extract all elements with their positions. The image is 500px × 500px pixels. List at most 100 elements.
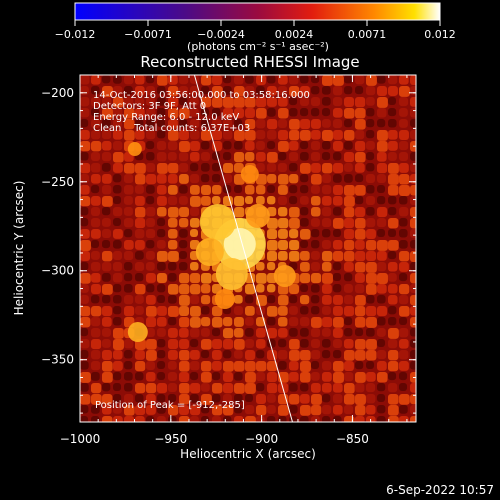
image-pixel [113, 328, 124, 339]
image-pixel [91, 394, 102, 405]
image-pixel [399, 75, 409, 85]
x-tick-label: −950 [154, 432, 187, 446]
image-pixel [311, 339, 321, 349]
image-pixel [179, 405, 189, 415]
image-pixel [223, 383, 234, 394]
image-pixel [366, 383, 376, 393]
image-pixel [344, 416, 355, 422]
image-pixel [168, 405, 179, 416]
image-pixel [278, 86, 288, 96]
image-pixel [91, 141, 102, 152]
image-pixel [146, 394, 156, 404]
image-pixel [245, 108, 255, 118]
image-pixel [410, 218, 416, 229]
x-tick-label: −1000 [60, 432, 101, 446]
image-pixel [124, 86, 133, 95]
image-pixel [289, 196, 298, 205]
annotation-energy: Energy Range: 6.0 - 12.0 keV [93, 112, 239, 123]
image-pixel [333, 284, 342, 293]
image-pixel [179, 119, 188, 128]
image-pixel [399, 251, 410, 262]
image-pixel [102, 383, 111, 392]
image-pixel [135, 350, 145, 360]
image-pixel [113, 416, 123, 422]
image-pixel [245, 196, 254, 205]
image-pixel [234, 108, 245, 119]
image-pixel [102, 361, 113, 372]
image-pixel [311, 141, 321, 151]
image-pixel [135, 295, 144, 304]
image-pixel [256, 196, 265, 205]
image-pixel [322, 284, 332, 294]
image-pixel [311, 229, 320, 238]
image-pixel [190, 284, 201, 295]
image-pixel [146, 163, 156, 173]
image-pixel [355, 86, 364, 95]
image-pixel [333, 130, 343, 140]
image-pixel [333, 251, 344, 262]
image-pixel [399, 372, 408, 381]
image-pixel [80, 108, 90, 118]
image-pixel [278, 207, 288, 217]
image-pixel [223, 141, 232, 150]
image-pixel [212, 372, 221, 381]
annotation-detectors: Detectors: 3F 9F, Att 0 [93, 101, 206, 112]
image-pixel [190, 372, 199, 381]
image-pixel [355, 317, 366, 328]
image-pixel [146, 86, 155, 95]
image-pixel [289, 416, 298, 422]
image-pixel [410, 174, 416, 184]
emission-source [245, 204, 270, 229]
image-pixel [179, 251, 188, 260]
image-pixel [201, 196, 211, 206]
image-pixel [377, 196, 386, 205]
image-pixel [388, 185, 399, 196]
image-pixel [223, 130, 233, 140]
image-pixel [157, 152, 167, 162]
image-pixel [80, 317, 91, 328]
image-pixel [80, 163, 91, 174]
image-pixel [344, 295, 354, 305]
image-pixel [366, 262, 377, 273]
image-pixel [124, 218, 134, 228]
image-pixel [135, 273, 144, 282]
image-pixel [322, 218, 332, 228]
image-pixel [300, 383, 309, 392]
image-pixel [410, 361, 416, 370]
image-pixel [388, 163, 399, 174]
image-pixel [212, 306, 223, 317]
image-pixel [388, 405, 399, 416]
image-pixel [157, 229, 166, 238]
image-pixel [333, 361, 344, 372]
image-pixel [91, 273, 101, 283]
image-pixel [179, 185, 188, 194]
image-pixel [377, 108, 387, 118]
image-pixel [135, 262, 145, 272]
image-pixel [311, 394, 322, 405]
image-pixel [146, 185, 155, 194]
image-pixel [102, 97, 112, 107]
image-pixel [223, 163, 234, 174]
image-pixel [223, 119, 233, 129]
image-pixel [113, 229, 123, 239]
image-pixel [311, 97, 321, 107]
image-pixel [300, 130, 311, 141]
image-pixel [157, 306, 167, 316]
image-pixel [80, 229, 90, 239]
image-pixel [399, 119, 408, 128]
image-pixel [377, 152, 387, 162]
image-pixel [113, 405, 122, 414]
image-pixel [146, 97, 155, 106]
image-pixel [157, 251, 168, 262]
image-pixel [300, 317, 310, 327]
image-pixel [201, 306, 210, 315]
image-pixel [410, 405, 416, 415]
image-pixel [234, 75, 244, 85]
image-pixel [300, 108, 309, 117]
image-pixel [179, 86, 189, 96]
image-pixel [223, 394, 232, 403]
image-pixel [322, 141, 331, 150]
image-pixel [344, 130, 355, 141]
image-pixel [344, 185, 355, 196]
image-pixel [322, 295, 332, 305]
